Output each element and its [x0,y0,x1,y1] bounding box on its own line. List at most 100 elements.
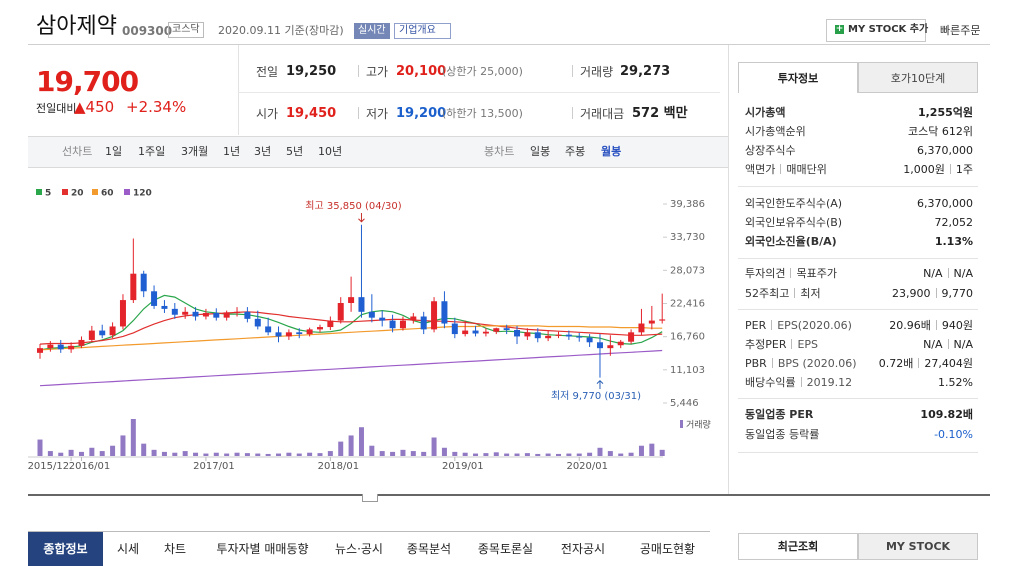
value-text: 6,370,000 [917,196,973,210]
stat-value: 20,100 [396,64,447,79]
chart-tab[interactable]: 월봉 [601,145,622,158]
invest-tab[interactable]: 호가10단계 [858,62,978,93]
value-text: 72,052 [934,215,974,229]
bottom-tab[interactable]: 투자자별 매매동향 [216,542,309,556]
company-info[interactable]: 기업개요 [394,23,451,39]
invest-row: 동일업종 PER 109.82배 [745,406,973,422]
legend-swatch [62,189,68,195]
candle-body [586,337,593,343]
value-text: 27,404원 [924,357,973,370]
chart-tab[interactable]: 주봉 [565,145,586,158]
row-value: 1,000원 1주 [903,161,973,177]
separator [800,377,802,387]
chart-tab[interactable]: 5년 [286,145,304,158]
candle-body [285,332,292,337]
y-tick-label: 11,103 [670,365,705,376]
bottom-tab[interactable]: 종합정보 [28,532,103,566]
chart-tab[interactable]: 3개월 [181,145,209,158]
candle-body [493,328,500,332]
separator [949,164,951,174]
separator [790,268,792,278]
candle-body [607,345,614,349]
stat-label: 저가 [366,107,389,121]
separator [935,320,937,330]
label-text: PER [745,318,767,332]
candle-body [151,291,158,306]
invest-row: 액면가 매매단위 1,000원 1주 [745,161,973,177]
volume-bar [265,453,271,456]
stat-separator [572,65,573,77]
invest-row: PBR BPS (2020.06) 0.72배 27,404원 [745,355,973,371]
volume-bar [203,453,209,456]
volume-bar [545,453,551,456]
candle-body [534,332,541,339]
candle-body [244,311,251,319]
volume-bar [213,452,219,456]
side-tab[interactable]: 최근조회 [738,533,858,560]
volume-bar [400,449,406,456]
volume-bar [358,427,364,456]
row-label: 시가총액순위 [745,123,806,139]
row-label: 액면가 매매단위 [745,161,827,177]
candle-body [234,311,241,313]
volume-bar [410,451,416,456]
row-label: 투자의견 목표주가 [745,265,837,281]
stat-note: (상한가 25,000) [442,65,523,78]
candle-body [441,301,448,324]
value-text: N/A [953,266,973,280]
bottom-tab[interactable]: 차트 [163,542,187,556]
row-value: 72,052 [935,216,974,229]
invest-row: 동일업종 등락률 -0.10% [745,426,973,442]
candle-body [161,305,168,309]
candle-body [410,316,417,321]
stat-value: 19,450 [286,106,337,121]
bottom-tab[interactable]: 뉴스·공시 [335,542,383,556]
realtime-badge[interactable]: 실시간 [354,23,390,39]
bottom-tab[interactable]: 공매도현황 [639,542,696,556]
bottom-tab[interactable]: 종목분석 [406,542,452,556]
chart-tab[interactable]: 일봉 [530,145,551,158]
mystock-button[interactable] [826,19,926,42]
separator [947,339,949,349]
chart-tab[interactable]: 1년 [223,145,241,158]
volume-bar [141,443,147,456]
volume-legend: 거래량 [686,419,711,431]
candle-body [192,311,199,317]
candle-body [182,311,189,315]
candle-body [140,273,147,292]
side-tab[interactable]: MY STOCK [858,533,978,560]
legend-swatch [36,189,42,195]
quick-order[interactable]: 빠른주문 [940,24,981,37]
volume-bar [431,437,437,456]
candle-body [275,332,282,337]
candle-body [57,344,64,350]
volume-bar [172,452,178,456]
bottom-tab[interactable]: 전자공시 [560,542,606,556]
row-label: 52주최고 최저 [745,285,821,301]
candle-body [659,319,666,321]
resize-handle[interactable] [362,494,378,502]
chart-tab[interactable]: 1주일 [138,145,166,158]
candle-body [223,312,230,318]
label-text: 추정PER [745,338,787,351]
value-text: 1,000원 [903,163,945,176]
candle-body [358,297,365,312]
chart-tab[interactable]: 1일 [105,145,123,158]
candle-body [316,327,323,330]
chart-tab[interactable]: 10년 [318,145,343,158]
candle-body [296,332,303,335]
bottom-tab[interactable]: 시세 [116,542,140,556]
stat-label: 고가 [366,65,389,79]
section-divider [738,258,978,259]
invest-row: 시가총액순위 코스닥 612위 [745,123,973,139]
invest-tab[interactable]: 투자정보 [738,62,858,93]
chart-tab[interactable]: 3년 [254,145,272,158]
stat-separator [358,65,359,77]
volume-bar [421,451,427,456]
bottom-tab[interactable]: 종목토론실 [477,542,534,556]
label-text: EPS [797,337,819,351]
price-chart: 39,386 33,730 28,073 22,416 16,760 11,103 5,44… [28,189,711,472]
change-amount: ▲450 [74,98,115,116]
label-text: 외국인한도주식수(A) [745,197,843,210]
current-price: 19,700 [36,65,139,98]
